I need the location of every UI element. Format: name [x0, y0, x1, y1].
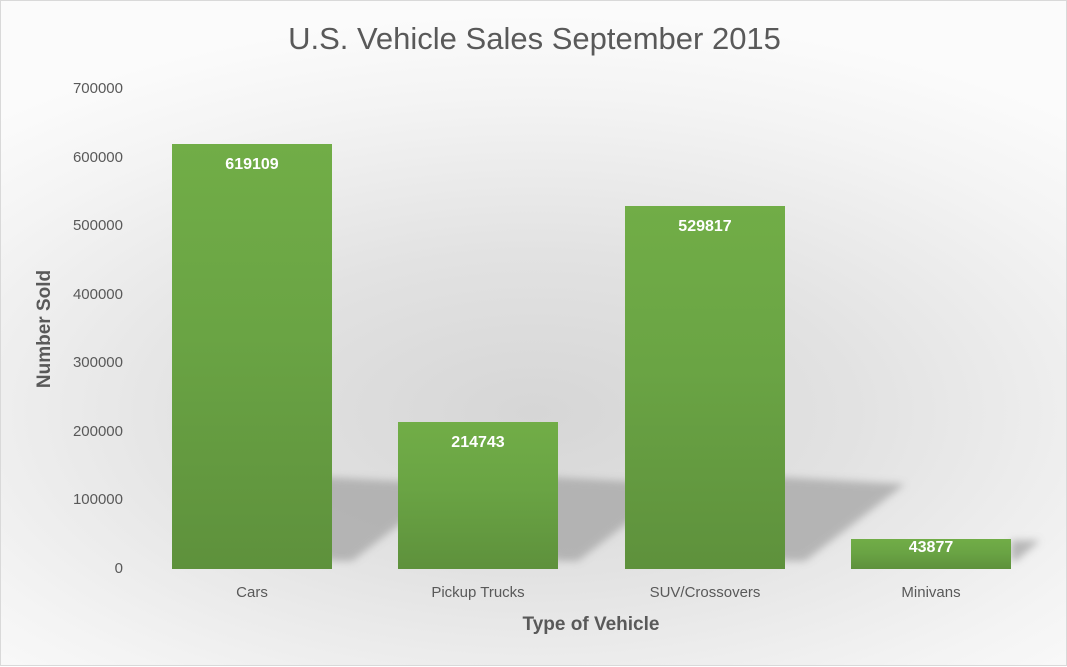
y-axis-title: Number Sold: [34, 269, 55, 389]
y-tick-label: 200000: [72, 422, 123, 440]
bar-value-label: 529817: [678, 217, 732, 235]
bar-value-label: 43877: [908, 538, 954, 556]
x-tick-label: SUV/Crossovers: [649, 584, 761, 601]
bar-cars: 619109: [172, 144, 332, 569]
chart-title: U.S. Vehicle Sales September 2015: [288, 21, 781, 56]
x-tick-label: Minivans: [901, 584, 961, 601]
y-tick-label: 300000: [72, 354, 123, 372]
y-tick-label: 500000: [72, 217, 123, 235]
bar-minivans: 43877: [851, 538, 1011, 569]
y-tick-label: 600000: [72, 148, 123, 166]
y-tick-label: 400000: [72, 285, 123, 303]
y-tick-label: 0: [114, 560, 123, 577]
bar-value-label: 214743: [451, 433, 505, 451]
x-tick-label: Cars: [236, 584, 268, 601]
y-tick-label: 700000: [72, 80, 123, 97]
y-tick-label: 100000: [72, 491, 123, 509]
bar-pickup-trucks: 214743: [398, 421, 558, 569]
bar-value-label: 619109: [225, 156, 279, 174]
x-axis-title: Type of Vehicle: [522, 614, 660, 635]
x-tick-label: Pickup Trucks: [431, 584, 525, 601]
bar-suv-crossovers: 529817: [625, 205, 785, 569]
